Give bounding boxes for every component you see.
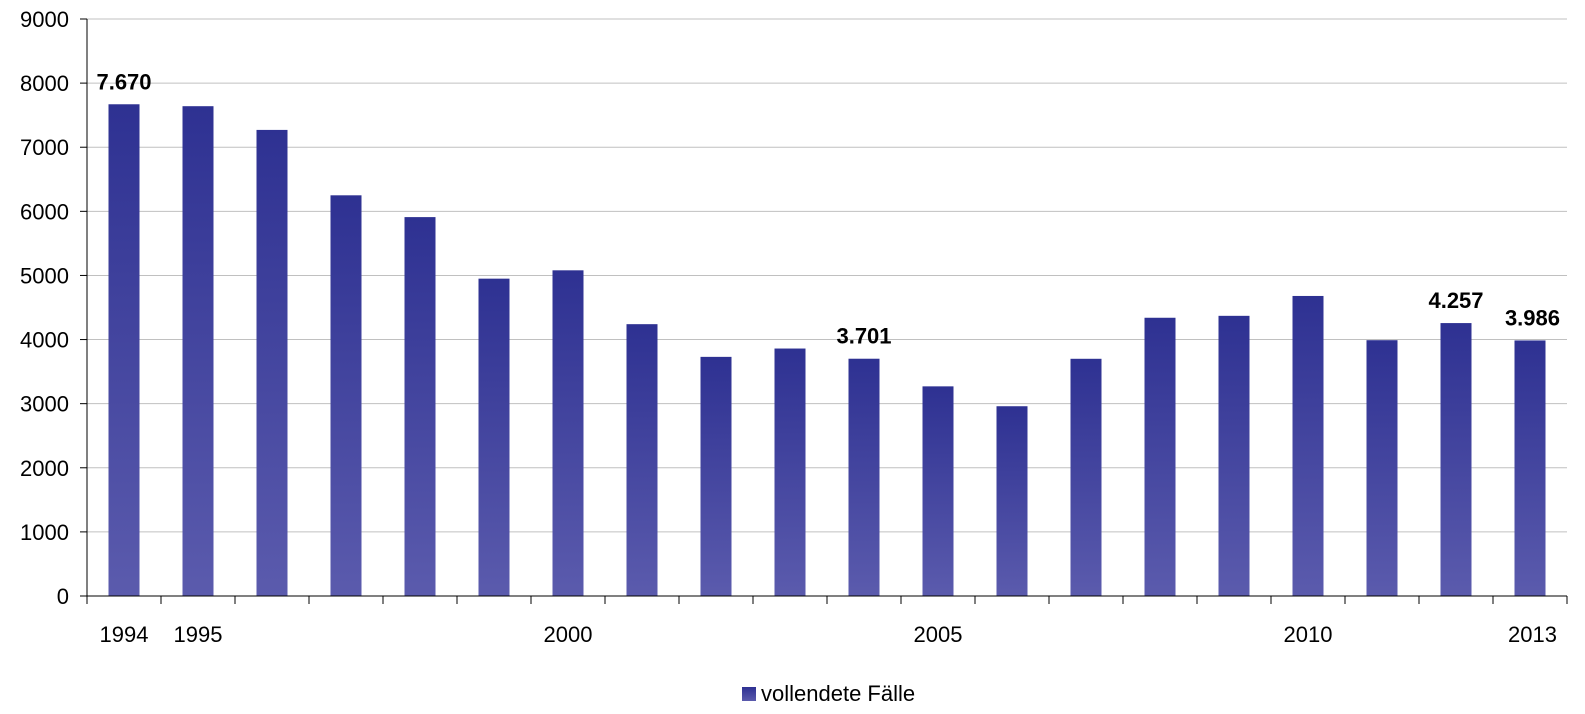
- y-tick-label: 2000: [20, 456, 69, 481]
- bar-2013: [1514, 340, 1546, 596]
- data-labels: 7.670 3.701 4.257 3.986: [96, 69, 1560, 348]
- bar-1999: [478, 278, 510, 596]
- data-label-1994: 7.670: [96, 69, 151, 94]
- y-tick-label: 3000: [20, 392, 69, 417]
- bar-2008: [1144, 317, 1176, 596]
- bar-2003: [774, 348, 806, 596]
- x-tick-label: 2000: [544, 622, 593, 647]
- y-tick-label: 5000: [20, 263, 69, 288]
- legend-label: vollendete Fälle: [761, 681, 915, 706]
- y-tick-label: 4000: [20, 328, 69, 353]
- bar-2006: [996, 406, 1028, 596]
- data-label-2012: 4.257: [1428, 288, 1483, 313]
- x-tick-label: 1995: [174, 622, 223, 647]
- bar-2002: [700, 356, 732, 596]
- legend-swatch: [742, 687, 756, 701]
- bar-1997: [330, 195, 362, 597]
- bar-2011: [1366, 340, 1398, 596]
- x-tick-label: 2010: [1284, 622, 1333, 647]
- x-tick-label: 1994: [100, 622, 149, 647]
- bar-1994: [108, 104, 140, 597]
- bar-1995: [182, 106, 214, 597]
- bar-2007: [1070, 358, 1102, 596]
- bar-1998: [404, 217, 436, 596]
- y-tick-label: 9000: [20, 7, 69, 32]
- gridlines: [80, 18, 1567, 597]
- x-tick-labels: 1994 1995 2000 2005 2010 2013: [100, 622, 1557, 647]
- y-tick-labels: 0 1000 2000 3000 4000 5000 6000 7000 8000 9000: [20, 7, 69, 609]
- bar-1996: [256, 129, 288, 596]
- bar-2005: [922, 386, 954, 596]
- data-label-2013: 3.986: [1505, 305, 1560, 330]
- axes: [86, 19, 1568, 604]
- y-tick-label: 6000: [20, 199, 69, 224]
- bar-2009: [1218, 315, 1250, 596]
- bar-2010: [1292, 295, 1324, 596]
- data-label-2004: 3.701: [836, 324, 891, 349]
- y-tick-label: 1000: [20, 520, 69, 545]
- bar-2012: [1440, 323, 1472, 596]
- bars: [108, 104, 1546, 597]
- legend: vollendete Fälle: [742, 681, 915, 706]
- y-tick-label: 0: [57, 584, 69, 609]
- bar-2004: [848, 358, 880, 596]
- bar-2001: [626, 324, 658, 596]
- y-tick-label: 7000: [20, 135, 69, 160]
- x-tick-label: 2005: [914, 622, 963, 647]
- bar-2000: [552, 270, 584, 596]
- y-tick-label: 8000: [20, 71, 69, 96]
- x-tick-label: 2013: [1508, 622, 1557, 647]
